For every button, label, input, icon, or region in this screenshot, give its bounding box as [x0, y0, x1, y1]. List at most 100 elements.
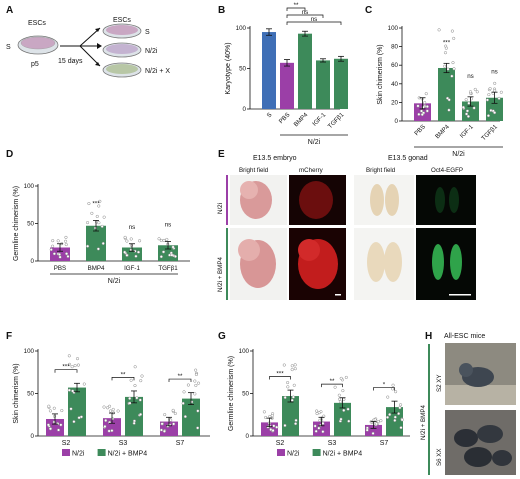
panel-letter: F	[6, 331, 12, 342]
data-point	[52, 252, 56, 256]
data-point	[111, 407, 115, 411]
data-point	[102, 215, 106, 219]
data-point	[487, 93, 491, 97]
bar	[438, 67, 455, 121]
data-point	[159, 238, 163, 243]
y-tick-label: 60	[391, 62, 398, 69]
data-point	[139, 379, 143, 383]
dish-n2ix-inner	[106, 64, 138, 74]
data-point	[399, 426, 403, 430]
row-label-2: N/2i + BMP4	[217, 257, 224, 292]
data-point	[170, 253, 174, 257]
group-label: N/2i	[108, 278, 121, 285]
group-label: N/2i	[308, 139, 321, 146]
significance-label: ns	[467, 73, 474, 80]
oct4-header: Oct4-EGFP	[431, 167, 463, 174]
data-point	[443, 51, 448, 55]
legend-label: N/2i	[287, 451, 300, 458]
data-point	[443, 64, 447, 68]
oct4-glow-2a	[432, 244, 444, 280]
data-point	[467, 101, 471, 105]
data-point	[394, 390, 398, 394]
data-point	[72, 420, 76, 424]
data-point	[67, 388, 71, 392]
img-oct4-1	[416, 175, 476, 225]
x-tick-label: TGFβ1	[480, 123, 499, 142]
data-point	[386, 395, 390, 399]
data-point	[64, 243, 68, 247]
panel-a: A ESCs S p5 15 days ESCs S N/2i N/2i + X	[6, 5, 170, 78]
data-point	[52, 406, 56, 410]
data-point	[163, 413, 167, 417]
data-point	[133, 384, 137, 388]
data-point	[103, 424, 107, 429]
significance-label: **	[178, 373, 183, 380]
data-point	[290, 398, 294, 402]
data-point	[73, 364, 77, 368]
data-point	[107, 429, 111, 433]
significance-label: ns	[165, 222, 172, 229]
data-point	[69, 407, 73, 411]
data-point	[417, 112, 421, 116]
data-point	[171, 245, 175, 249]
significance-bracket	[168, 378, 192, 383]
significance-label: ns	[311, 16, 318, 23]
mouse-2b	[477, 425, 503, 443]
data-point	[283, 395, 287, 400]
data-point	[140, 374, 144, 378]
data-point	[475, 90, 479, 94]
data-point	[76, 363, 80, 367]
data-point	[171, 408, 175, 412]
legend-swatch	[277, 449, 285, 456]
arrowhead-1	[95, 28, 100, 32]
y-tick-label: 100	[388, 25, 399, 32]
bf-header-2: Bright field	[366, 167, 396, 174]
data-point	[86, 221, 90, 225]
y-tick-label: 0	[31, 258, 35, 265]
data-point	[317, 426, 321, 430]
data-point	[196, 426, 200, 430]
data-point	[157, 237, 161, 241]
data-point	[136, 250, 141, 254]
data-point	[272, 424, 276, 428]
data-point	[67, 362, 72, 366]
data-point	[162, 429, 166, 433]
x-tick-label: S3	[328, 440, 337, 447]
bar	[86, 225, 106, 261]
panel-letter: C	[365, 5, 372, 16]
data-point	[134, 254, 138, 258]
data-point	[321, 421, 325, 425]
data-point	[51, 239, 55, 243]
data-point	[465, 109, 469, 113]
gonad-2b	[384, 242, 402, 282]
x-tick-label: S2	[276, 440, 285, 447]
data-point	[315, 409, 319, 413]
data-point	[64, 235, 68, 239]
data-point	[282, 363, 286, 367]
y-tick-label: 50	[242, 391, 249, 398]
data-point	[342, 408, 346, 412]
y-tick-label: 0	[31, 433, 35, 440]
significance-label: ***	[276, 371, 284, 378]
data-point	[47, 404, 51, 408]
data-point	[109, 409, 113, 413]
y-tick-label: 0	[243, 106, 247, 113]
mouse-2c	[464, 447, 492, 467]
panel-e-letter: E	[218, 149, 225, 160]
data-point	[346, 407, 350, 411]
data-point	[292, 383, 296, 387]
data-point	[314, 429, 318, 433]
y-tick-label: 100	[24, 183, 35, 190]
data-point	[95, 214, 99, 218]
data-point	[82, 382, 86, 386]
panel-h-letter: H	[425, 331, 432, 342]
panel-a-letter: A	[6, 5, 13, 16]
data-point	[466, 114, 470, 118]
data-point	[379, 419, 383, 423]
data-point	[424, 92, 428, 96]
data-point	[393, 415, 397, 419]
significance-label: *	[383, 382, 386, 389]
x-tick-label: PBS	[54, 265, 66, 272]
chart-c: C 0 20 40 60 80 100 Skin chimerism (%) PBS BMP4 **…	[365, 5, 503, 158]
days-label: 15 days	[58, 58, 83, 65]
